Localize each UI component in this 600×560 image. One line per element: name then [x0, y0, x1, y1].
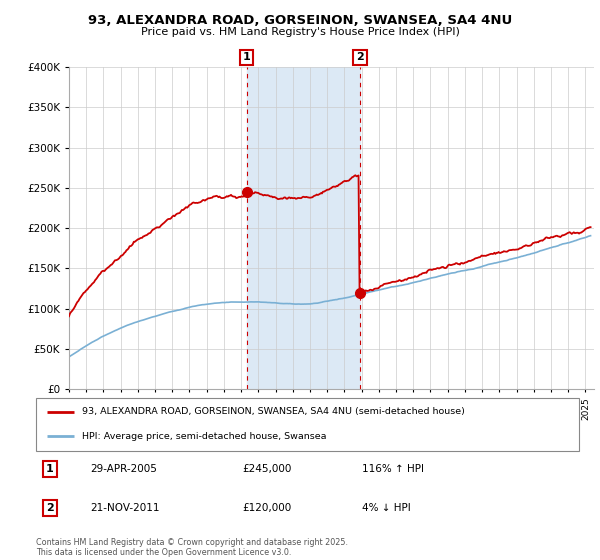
Text: 2: 2 — [356, 53, 364, 62]
Text: 116% ↑ HPI: 116% ↑ HPI — [362, 464, 424, 474]
Text: Price paid vs. HM Land Registry's House Price Index (HPI): Price paid vs. HM Land Registry's House … — [140, 27, 460, 37]
Text: 1: 1 — [46, 464, 53, 474]
Text: £245,000: £245,000 — [242, 464, 292, 474]
Text: HPI: Average price, semi-detached house, Swansea: HPI: Average price, semi-detached house,… — [82, 432, 326, 441]
FancyBboxPatch shape — [36, 398, 579, 451]
Text: 93, ALEXANDRA ROAD, GORSEINON, SWANSEA, SA4 4NU: 93, ALEXANDRA ROAD, GORSEINON, SWANSEA, … — [88, 14, 512, 27]
Bar — [247, 67, 360, 389]
Text: 2: 2 — [46, 503, 53, 513]
Text: 1: 1 — [243, 53, 251, 62]
Text: 21-NOV-2011: 21-NOV-2011 — [91, 503, 160, 513]
Text: 29-APR-2005: 29-APR-2005 — [91, 464, 157, 474]
Text: £120,000: £120,000 — [242, 503, 292, 513]
Text: 93, ALEXANDRA ROAD, GORSEINON, SWANSEA, SA4 4NU (semi-detached house): 93, ALEXANDRA ROAD, GORSEINON, SWANSEA, … — [82, 408, 465, 417]
Text: 4% ↓ HPI: 4% ↓ HPI — [362, 503, 410, 513]
Text: Contains HM Land Registry data © Crown copyright and database right 2025.
This d: Contains HM Land Registry data © Crown c… — [36, 538, 348, 557]
